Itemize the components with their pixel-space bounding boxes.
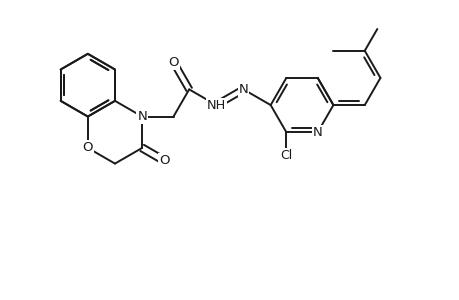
Text: Cl: Cl [280,149,292,162]
Text: N: N [312,126,322,139]
Text: NH: NH [206,99,225,112]
Text: O: O [82,141,93,154]
Text: O: O [159,154,169,167]
Text: N: N [238,83,248,96]
Text: N: N [137,110,147,123]
Text: O: O [168,56,179,69]
